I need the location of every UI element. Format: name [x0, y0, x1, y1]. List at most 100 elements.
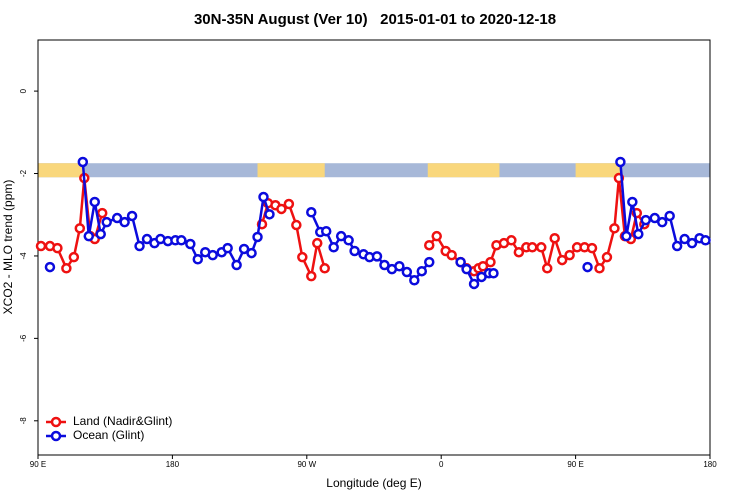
data-point — [276, 203, 287, 215]
data-point — [621, 230, 632, 242]
data-point — [527, 242, 538, 253]
data-point — [664, 210, 675, 222]
data-point — [633, 228, 644, 240]
data-point — [291, 219, 302, 231]
data-point — [101, 216, 112, 228]
data-point — [609, 223, 620, 234]
data-point — [446, 249, 457, 261]
data-point — [319, 263, 330, 274]
data-point — [468, 278, 480, 290]
data-point — [328, 242, 339, 253]
data-point — [283, 198, 295, 210]
data-point — [176, 235, 187, 246]
data-point — [477, 261, 489, 272]
data-point — [96, 207, 108, 219]
data-point — [615, 156, 626, 168]
data-point — [506, 235, 517, 246]
data-point — [594, 263, 605, 274]
data-point — [488, 268, 499, 279]
data-point — [306, 270, 317, 282]
data-point — [541, 263, 553, 274]
data-point — [401, 266, 413, 278]
data-point — [134, 240, 145, 252]
data-point — [455, 256, 466, 268]
land-band — [257, 163, 325, 178]
data-point — [61, 263, 72, 274]
data-point — [379, 259, 390, 271]
data-point — [141, 233, 153, 245]
data-point — [679, 233, 690, 245]
data-point — [89, 196, 100, 208]
data-point — [371, 251, 383, 262]
data-point — [222, 242, 233, 254]
data-point — [74, 223, 86, 234]
data-point — [513, 246, 525, 258]
data-point — [656, 216, 668, 228]
data-point — [68, 251, 80, 263]
data-point — [44, 261, 56, 273]
data-point — [238, 243, 250, 255]
data-point — [343, 235, 354, 246]
data-point — [77, 156, 89, 168]
data-point — [461, 263, 472, 275]
data-point — [536, 242, 547, 253]
data-point — [424, 256, 435, 268]
land-band — [38, 163, 85, 178]
data-point — [306, 207, 317, 218]
data-point — [686, 237, 698, 249]
x-tick-label: 180 — [166, 460, 180, 469]
legend-marker — [50, 416, 62, 428]
x-tick-label: 90 E — [567, 460, 583, 469]
data-point — [264, 209, 275, 220]
data-point — [485, 256, 496, 268]
data-point — [258, 191, 269, 203]
data-point — [35, 240, 47, 252]
land-band — [575, 163, 622, 178]
data-point — [320, 225, 332, 237]
data-point — [431, 230, 442, 242]
data-point — [349, 245, 360, 257]
x-tick-label: 0 — [439, 460, 444, 469]
data-point — [640, 214, 652, 226]
data-point — [335, 230, 347, 242]
chart-title: 30N-35N August (Ver 10) 2015-01-01 to 20… — [194, 11, 556, 28]
series-line — [40, 176, 646, 278]
data-point — [671, 240, 683, 252]
data-point — [297, 251, 308, 263]
data-point — [83, 230, 95, 242]
data-point — [649, 212, 660, 224]
x-tick-label: 180 — [703, 460, 717, 469]
x-axis-label: Longitude (deg E) — [326, 476, 421, 490]
y-tick-label: -6 — [19, 334, 28, 342]
y-axis-label: XCO2 - MLO trend (ppm) — [1, 180, 15, 315]
data-point — [564, 249, 575, 261]
y-tick-label: -4 — [19, 252, 28, 260]
data-point — [95, 228, 106, 240]
y-tick-label: -8 — [19, 417, 28, 425]
data-point — [52, 242, 63, 254]
data-point — [700, 235, 711, 246]
data-point — [416, 265, 428, 277]
data-point — [252, 231, 263, 243]
x-tick-label: 90 E — [30, 460, 46, 469]
data-point — [582, 261, 593, 273]
legend-label: Land (Nadir&Glint) — [73, 414, 172, 428]
legend-marker — [50, 430, 62, 442]
data-point — [111, 212, 123, 224]
data-point — [231, 259, 242, 271]
data-point — [185, 238, 196, 250]
data-point — [192, 253, 204, 265]
data-point — [601, 251, 613, 263]
x-tick-label: 90 W — [297, 460, 316, 469]
data-point — [409, 275, 420, 286]
y-tick-label: 0 — [19, 88, 28, 93]
data-point — [549, 232, 560, 244]
data-point — [126, 210, 138, 222]
data-point — [312, 237, 323, 249]
data-point — [424, 239, 435, 251]
ocean-band — [38, 163, 710, 178]
data-point — [586, 242, 598, 254]
data-point — [246, 247, 257, 259]
legend-label: Ocean (Glint) — [73, 428, 144, 442]
